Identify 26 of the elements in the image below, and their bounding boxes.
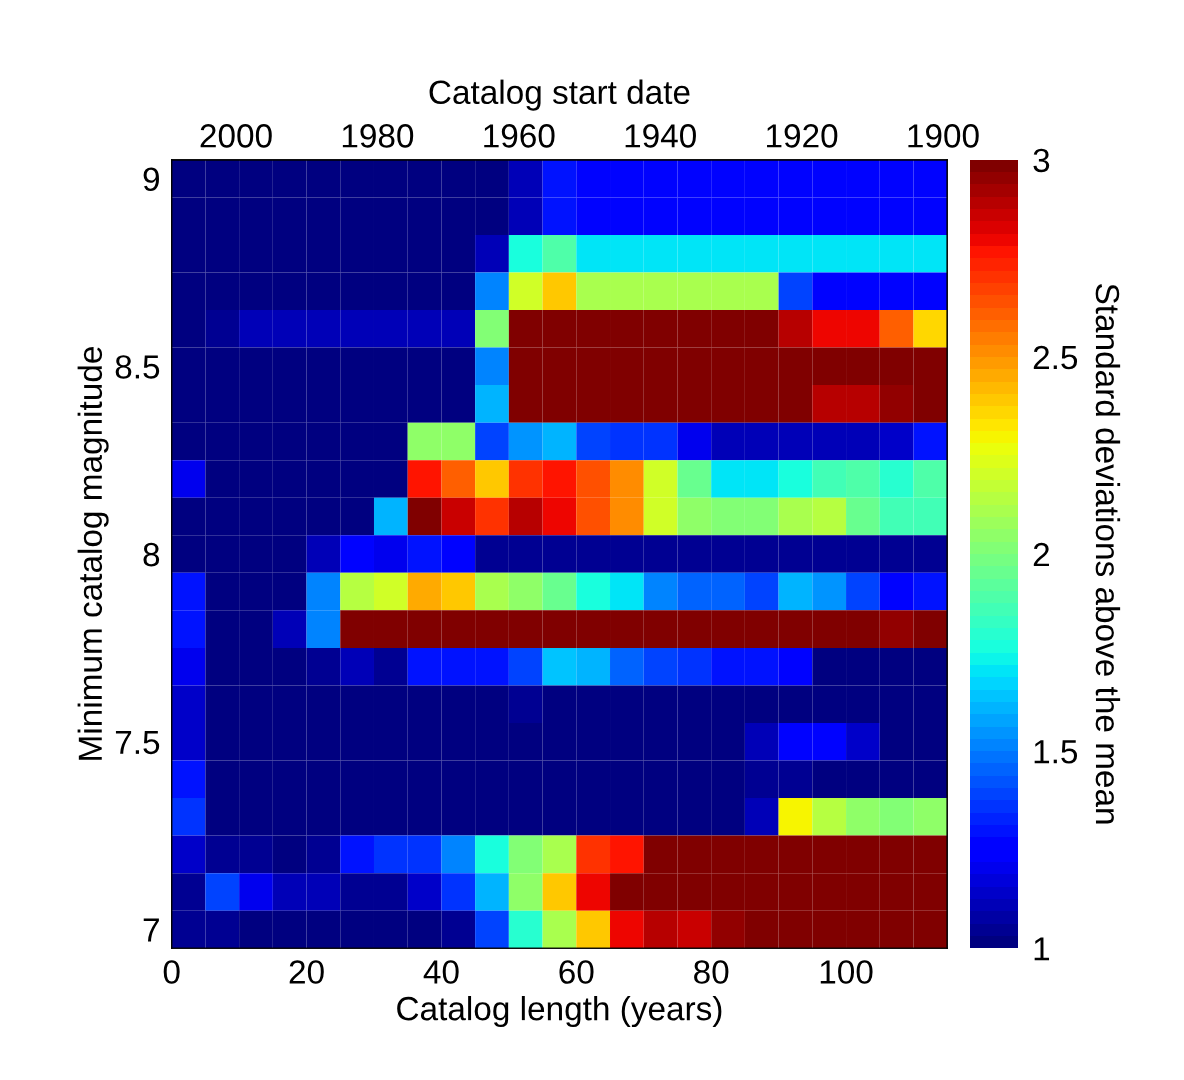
x-tick-label: 0: [163, 960, 180, 984]
color-bar-label: 1.5: [1034, 740, 1078, 764]
y-tick-label: 9: [143, 167, 159, 192]
y-tick-label: 7.5: [115, 730, 160, 755]
color-bar-label: 3: [1033, 148, 1050, 173]
color-bar-label: 2: [1033, 542, 1049, 567]
x-tick-label: 80: [694, 960, 729, 984]
y-tick-label: 7: [143, 918, 159, 942]
color-bar-label: 2.5: [1033, 345, 1078, 370]
color-bar-title: Standard deviations above the mean: [1095, 284, 1121, 824]
x2-axis-title: Catalog start date: [429, 79, 690, 111]
y-axis-title: Minimum catalog magnitude: [77, 347, 109, 760]
x-tick-label: 60: [559, 960, 594, 984]
y-tick-label: 8.5: [115, 355, 160, 379]
x2-tick-label: 2000: [200, 124, 272, 148]
x2-tick-label: 1900: [908, 124, 979, 148]
x2-tick-label: 1920: [767, 124, 838, 148]
x2-tick-label: 1940: [625, 124, 696, 148]
x-tick-label: 100: [820, 960, 873, 984]
x2-tick-label: 1980: [342, 124, 414, 148]
y-tick-label: 8: [143, 542, 160, 567]
color-bar-label: 1: [1034, 937, 1050, 961]
x-tick-label: 40: [423, 960, 459, 984]
x-tick-label: 20: [289, 960, 324, 984]
x-axis-title: Catalog length (years): [397, 995, 722, 1028]
x2-tick-label: 1960: [484, 124, 555, 148]
